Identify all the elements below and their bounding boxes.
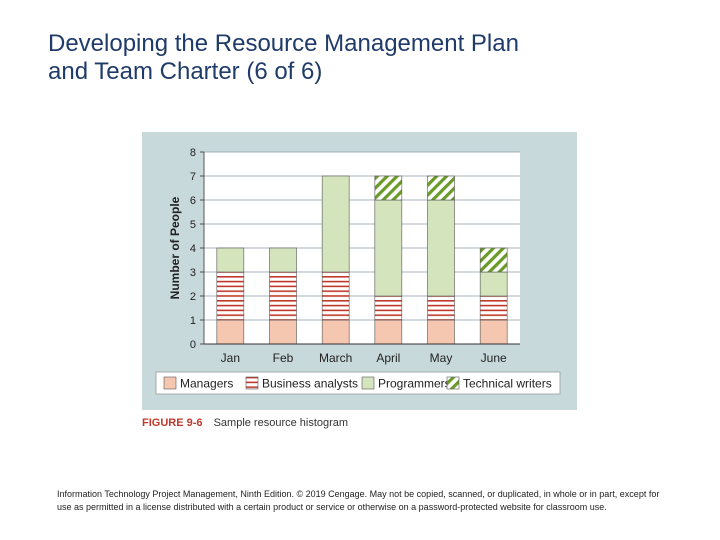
legend-label-managers: Managers (180, 377, 233, 391)
y-tick-label-4: 4 (190, 243, 196, 255)
bar-april-programmers (374, 199, 403, 297)
legend-swatch-managers (163, 376, 177, 390)
bar-june-programmers (479, 271, 508, 297)
legend-swatch-technical-writers (446, 376, 460, 390)
bar-march-managers (321, 319, 350, 345)
resource-histogram-figure: 0 1 2 3 4 5 6 7 8 Number of People Jan Feb March Apri… (142, 132, 577, 410)
legend-swatch-programmers (361, 376, 375, 390)
slide-title-line-2: and Team Charter (6 of 6) (48, 58, 323, 85)
y-tick-label-0: 0 (190, 339, 196, 351)
x-tick-label-march: March (319, 351, 352, 365)
y-tick-label-3: 3 (190, 267, 196, 279)
legend-label-technical-writers: Technical writers (463, 377, 552, 391)
bar-march-programmers (321, 175, 350, 273)
bar-june-technical-writers (479, 247, 508, 273)
bar-jan-business-analysts (216, 271, 245, 321)
y-tick-label-7: 7 (190, 171, 196, 183)
figure-caption-text: Sample resource histogram (213, 417, 349, 429)
bar-may-technical-writers (427, 175, 455, 201)
bar-april-technical-writers (374, 175, 403, 201)
x-tick-label-jan: Jan (221, 351, 240, 365)
legend-label-programmers: Programmers (378, 377, 451, 391)
bar-may-managers (427, 319, 455, 345)
bar-jan-programmers (216, 247, 245, 273)
figure-number: FIGURE 9-6 (142, 417, 203, 429)
slide-title-line-1: Developing the Resource Management Plan (48, 30, 519, 57)
slide-title: Developing the Resource Management Plan … (48, 30, 668, 86)
y-tick-label-6: 6 (190, 195, 196, 207)
bar-june-business-analysts (479, 295, 508, 321)
y-axis-label: Number of People (168, 196, 182, 299)
y-tick-label-8: 8 (190, 147, 196, 159)
legend-swatch-business-analysts (245, 376, 259, 390)
bar-june-managers (479, 319, 508, 345)
bar-may-business-analysts (427, 295, 455, 321)
copyright-footer: Information Technology Project Managemen… (57, 489, 660, 512)
x-tick-label-june: June (481, 351, 507, 365)
bar-may-programmers (427, 199, 455, 297)
legend-label-business-analysts: Business analysts (262, 377, 358, 391)
x-tick-label-april: April (376, 351, 400, 365)
bar-jan-managers (216, 319, 245, 345)
bar-feb-managers (269, 319, 297, 345)
x-tick-label-feb: Feb (273, 351, 294, 365)
bar-april-business-analysts (374, 295, 403, 321)
figure-caption: FIGURE 9-6 Sample resource histogram (142, 417, 348, 429)
bar-feb-programmers (269, 247, 297, 273)
y-tick-label-1: 1 (190, 315, 196, 327)
bar-april-managers (374, 319, 403, 345)
bar-feb-business-analysts (269, 271, 297, 321)
y-tick-label-2: 2 (190, 291, 196, 303)
x-tick-label-may: May (430, 351, 453, 365)
y-tick-label-5: 5 (190, 219, 196, 231)
bar-march-business-analysts (321, 271, 350, 321)
resource-histogram-chart: 0 1 2 3 4 5 6 7 8 Number of People Jan Feb March Apri… (155, 147, 561, 395)
